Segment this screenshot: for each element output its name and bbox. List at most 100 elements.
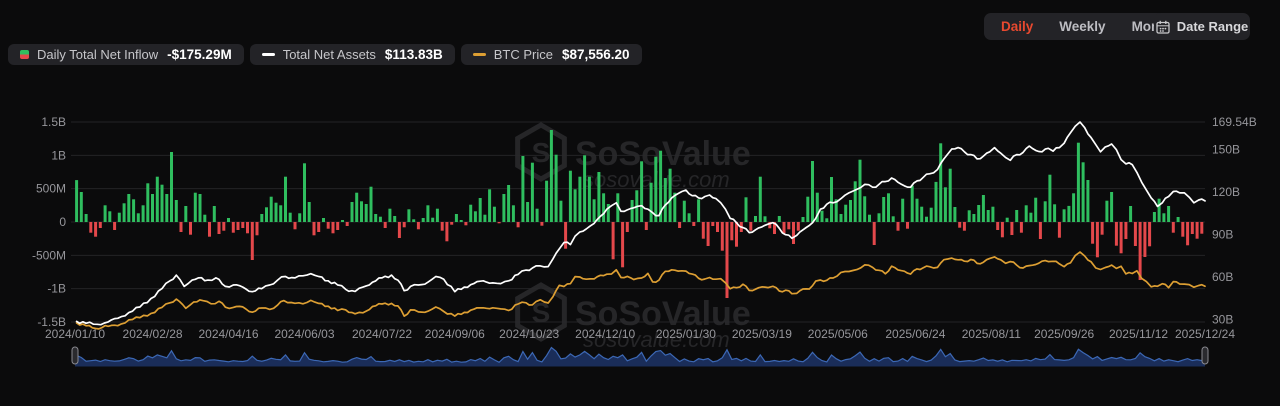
navigator-area [75,347,1205,367]
inflow-bar [782,222,786,234]
inflow-bar [492,206,496,222]
calendar-icon [1156,20,1170,34]
inflow-bar [777,216,781,222]
inflow-bar [891,216,895,222]
watermark-title: SoSoValue [575,135,751,173]
navigator-track[interactable] [72,345,1208,367]
inflow-bar [1015,210,1019,222]
legend-value: $87,556.20 [561,47,630,62]
legend-item-btc-price[interactable]: BTC Price $87,556.20 [460,44,642,65]
inflow-bar [943,187,947,222]
inflow-bar [1029,212,1033,222]
inflow-bar [478,198,482,222]
inflow-bar [407,209,411,222]
inflow-bar [236,222,240,230]
inflow-bar [445,222,449,242]
inflow-bar [962,222,966,231]
inflow-bar [450,222,454,225]
inflow-bar [284,176,287,222]
inflow-bar [910,185,914,222]
date-range-button[interactable]: Date Range [1154,13,1250,40]
inflow-bar [948,168,952,222]
inflow-bar [720,222,724,251]
legend-label: BTC Price [493,47,553,62]
inflow-bar [231,222,235,233]
x-axis-label: 2025/06/24 [885,327,945,341]
inflow-bar [402,222,406,228]
inflow-bar [545,180,549,222]
inflow-bar [331,222,335,234]
x-axis-label: 2024/10/23 [499,327,559,341]
inflow-bar [374,214,378,222]
inflow-bar [649,182,653,222]
inflow-bar [227,218,230,222]
inflow-bar [1119,222,1123,254]
inflow-bar [378,216,382,222]
inflow-bar [241,222,245,228]
inflow-bar [792,222,795,244]
inflow-bar [307,202,311,222]
inflow-bar [397,222,401,238]
inflow-bar [853,181,857,222]
legend-item-total-net-assets[interactable]: Total Net Assets $113.83B [249,44,455,65]
inflow-bar [559,200,563,222]
navigator-right-handle[interactable] [1201,346,1209,365]
inflow-bar [1057,222,1061,238]
inflow-bar [288,212,292,222]
inflow-bar [630,200,634,222]
inflow-bar [568,170,572,222]
navigator-line [74,346,1206,364]
inflow-bar [1167,206,1171,222]
inflow-bar [1157,198,1161,222]
inflow-bar [502,194,506,222]
inflow-bar [431,217,435,222]
inflow-bar [597,172,601,222]
legend-item-net-inflow[interactable]: Daily Total Net Inflow -$175.29M [8,44,244,65]
inflow-bar [1024,205,1028,222]
navigator-left-handle[interactable] [71,346,79,365]
inflow-bar [255,222,259,236]
watermark-title: SoSoValue [575,295,751,333]
inflow-bar [958,222,962,228]
inflow-bar [464,222,468,226]
inflow-bar [668,168,672,222]
inflow-bar [725,222,729,298]
inflow-bar [706,222,710,246]
y-axis-left-label: 1.5B [41,115,66,129]
inflow-bar [360,201,363,222]
inflow-bar [820,210,824,222]
inflow-bar [174,200,178,222]
inflow-bar [578,176,582,222]
inflow-bar [1048,174,1052,222]
inflow-bar [716,222,719,232]
plot-hover-area[interactable] [75,122,1205,322]
inflow-bar [1081,162,1085,222]
legend-label: Total Net Assets [282,47,376,62]
inflow-bar [1076,142,1080,222]
inflow-bar [1095,222,1099,258]
x-axis-label: 2024/04/16 [198,327,258,341]
inflow-bar [217,222,221,234]
inflow-bar [1005,217,1009,222]
inflow-bar [483,214,487,222]
inflow-bar [473,211,477,222]
tab-daily[interactable]: Daily [1001,19,1034,34]
tab-weekly[interactable]: Weekly [1059,19,1106,34]
inflow-bar [991,206,995,222]
inflow-bar [1186,222,1190,246]
btc-price-line [75,251,1206,330]
inflow-bar [393,216,397,222]
inflow-bar [972,214,976,222]
y-axis-left-label: 1B [51,148,66,162]
inflow-bar [806,196,810,222]
inflow-bar [1010,222,1014,235]
inflow-bar [1133,222,1137,246]
inflow-bar [939,143,943,222]
inflow-bar [1110,192,1114,222]
y-axis-right-label: 169.54B [1212,115,1257,129]
inflow-bar [1086,180,1090,222]
inflow-bar [79,192,83,222]
inflow-bar [113,222,117,230]
y-axis-left-label: -1B [47,282,66,296]
watermark-logo-glyph: S [532,297,551,328]
